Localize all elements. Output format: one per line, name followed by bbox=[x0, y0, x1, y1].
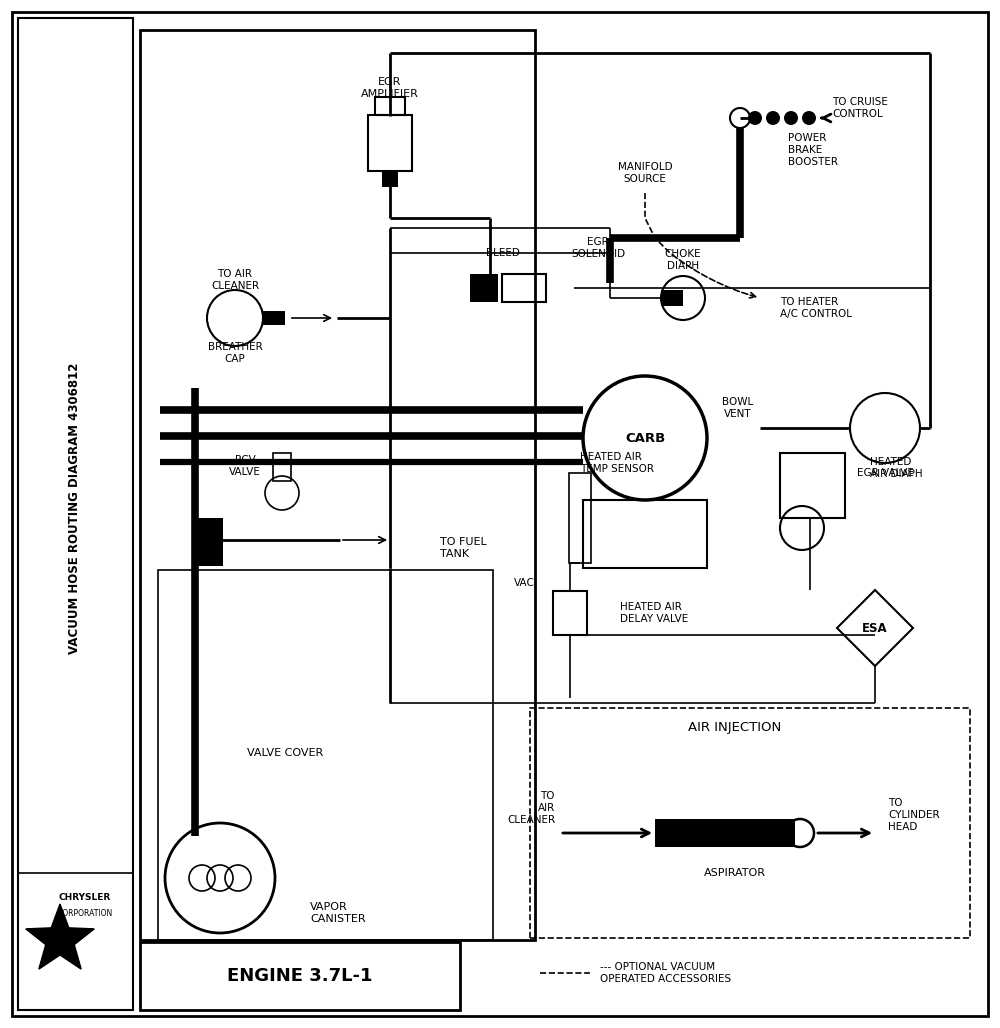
Text: TO FUEL
TANK: TO FUEL TANK bbox=[440, 538, 487, 559]
Bar bbox=[195, 518, 223, 566]
Text: VAPOR
CANISTER: VAPOR CANISTER bbox=[310, 903, 366, 924]
Text: HEATED AIR
TEMP SENSOR: HEATED AIR TEMP SENSOR bbox=[580, 452, 654, 474]
Text: EGR
SOLENOID: EGR SOLENOID bbox=[571, 237, 625, 259]
Circle shape bbox=[748, 111, 762, 125]
Bar bbox=[553, 591, 587, 635]
Bar bbox=[502, 274, 546, 302]
Bar bbox=[18, 19, 133, 1009]
Text: --- OPTIONAL VACUUM
OPERATED ACCESSORIES: --- OPTIONAL VACUUM OPERATED ACCESSORIES bbox=[600, 962, 731, 984]
Text: CHOKE
DIAPH: CHOKE DIAPH bbox=[665, 249, 701, 270]
Text: TO HEATER
A/C CONTROL: TO HEATER A/C CONTROL bbox=[780, 297, 852, 319]
Text: ENGINE 3.7L-1: ENGINE 3.7L-1 bbox=[227, 967, 373, 985]
Text: EGR VALVE: EGR VALVE bbox=[857, 468, 913, 478]
Text: TO
AIR
CLEANER: TO AIR CLEANER bbox=[507, 792, 555, 824]
Bar bbox=[140, 942, 460, 1009]
Text: TO AIR
CLEANER: TO AIR CLEANER bbox=[211, 269, 259, 291]
Bar bbox=[655, 819, 795, 847]
Bar bbox=[661, 290, 683, 306]
Bar bbox=[368, 115, 412, 171]
Bar bbox=[569, 473, 591, 563]
Bar bbox=[158, 570, 493, 940]
Bar bbox=[530, 708, 970, 938]
Text: VACUUM HOSE ROUTING DIAGRAM 4306812: VACUUM HOSE ROUTING DIAGRAM 4306812 bbox=[68, 362, 82, 654]
Text: CHRYSLER: CHRYSLER bbox=[59, 893, 111, 903]
Circle shape bbox=[802, 111, 816, 125]
Text: TO CRUISE
CONTROL: TO CRUISE CONTROL bbox=[832, 98, 888, 119]
Text: POWER
BRAKE
BOOSTER: POWER BRAKE BOOSTER bbox=[788, 134, 838, 167]
Bar bbox=[470, 274, 498, 302]
Text: BREATHER
CAP: BREATHER CAP bbox=[208, 342, 262, 364]
Text: VALVE COVER: VALVE COVER bbox=[247, 748, 323, 758]
Text: EGR
AMPLIFIER: EGR AMPLIFIER bbox=[361, 77, 419, 99]
Text: TO
CYLINDER
HEAD: TO CYLINDER HEAD bbox=[888, 799, 940, 832]
Bar bbox=[382, 171, 398, 187]
Text: ASPIRATOR: ASPIRATOR bbox=[704, 868, 766, 878]
Circle shape bbox=[766, 111, 780, 125]
Text: HEATED AIR
DELAY VALVE: HEATED AIR DELAY VALVE bbox=[620, 602, 688, 624]
Bar bbox=[583, 500, 707, 568]
Text: PCV
VALVE: PCV VALVE bbox=[229, 455, 261, 477]
Polygon shape bbox=[26, 904, 94, 969]
Bar bbox=[140, 30, 535, 940]
Bar bbox=[263, 311, 285, 325]
Text: BOWL
VENT: BOWL VENT bbox=[722, 397, 754, 418]
Text: CARB: CARB bbox=[625, 432, 665, 444]
Text: CORPORATION: CORPORATION bbox=[57, 909, 113, 918]
Text: BLEED: BLEED bbox=[486, 248, 520, 258]
Text: VAC: VAC bbox=[514, 578, 535, 588]
Bar bbox=[273, 453, 291, 481]
Text: HEATED
AIR DIAPH: HEATED AIR DIAPH bbox=[870, 457, 923, 479]
Circle shape bbox=[784, 111, 798, 125]
Bar bbox=[375, 97, 405, 115]
Text: MANIFOLD
SOURCE: MANIFOLD SOURCE bbox=[618, 162, 672, 184]
Text: ESA: ESA bbox=[862, 622, 888, 634]
Text: AIR INJECTION: AIR INJECTION bbox=[688, 722, 782, 734]
